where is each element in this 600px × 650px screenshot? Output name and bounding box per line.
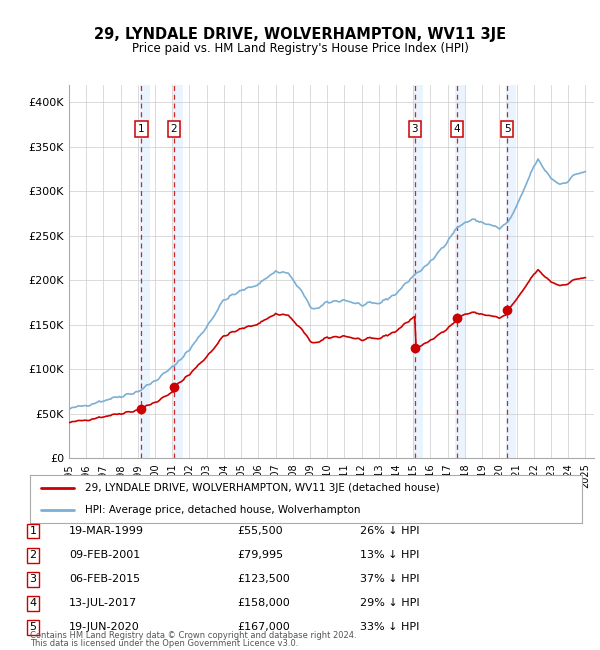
Bar — [140, 84, 150, 458]
Text: 1: 1 — [138, 124, 145, 134]
Text: 29, LYNDALE DRIVE, WOLVERHAMPTON, WV11 3JE: 29, LYNDALE DRIVE, WOLVERHAMPTON, WV11 3… — [94, 27, 506, 42]
Text: £79,995: £79,995 — [237, 550, 283, 560]
Text: 5: 5 — [29, 622, 37, 632]
Text: 19-MAR-1999: 19-MAR-1999 — [69, 526, 144, 536]
Text: 5: 5 — [504, 124, 511, 134]
Text: £55,500: £55,500 — [237, 526, 283, 536]
Text: 3: 3 — [29, 574, 37, 584]
Text: 29% ↓ HPI: 29% ↓ HPI — [360, 598, 419, 608]
Bar — [455, 84, 466, 458]
Text: 13-JUL-2017: 13-JUL-2017 — [69, 598, 137, 608]
Text: 4: 4 — [29, 598, 37, 608]
Bar — [173, 84, 182, 458]
Text: 2: 2 — [170, 124, 178, 134]
Text: 19-JUN-2020: 19-JUN-2020 — [69, 622, 140, 632]
Text: 4: 4 — [454, 124, 460, 134]
Text: 13% ↓ HPI: 13% ↓ HPI — [360, 550, 419, 560]
Text: 06-FEB-2015: 06-FEB-2015 — [69, 574, 140, 584]
Text: 29, LYNDALE DRIVE, WOLVERHAMPTON, WV11 3JE (detached house): 29, LYNDALE DRIVE, WOLVERHAMPTON, WV11 3… — [85, 483, 440, 493]
Text: Price paid vs. HM Land Registry's House Price Index (HPI): Price paid vs. HM Land Registry's House … — [131, 42, 469, 55]
Text: £123,500: £123,500 — [237, 574, 290, 584]
Text: Contains HM Land Registry data © Crown copyright and database right 2024.: Contains HM Land Registry data © Crown c… — [30, 630, 356, 640]
Text: 3: 3 — [412, 124, 418, 134]
Bar — [506, 84, 516, 458]
Text: 09-FEB-2001: 09-FEB-2001 — [69, 550, 140, 560]
Text: 26% ↓ HPI: 26% ↓ HPI — [360, 526, 419, 536]
Text: 33% ↓ HPI: 33% ↓ HPI — [360, 622, 419, 632]
Text: £167,000: £167,000 — [237, 622, 290, 632]
Text: £158,000: £158,000 — [237, 598, 290, 608]
Text: HPI: Average price, detached house, Wolverhampton: HPI: Average price, detached house, Wolv… — [85, 505, 361, 515]
Text: 1: 1 — [29, 526, 37, 536]
Text: 37% ↓ HPI: 37% ↓ HPI — [360, 574, 419, 584]
Text: 2: 2 — [29, 550, 37, 560]
Bar — [413, 84, 424, 458]
Text: This data is licensed under the Open Government Licence v3.0.: This data is licensed under the Open Gov… — [30, 639, 298, 648]
